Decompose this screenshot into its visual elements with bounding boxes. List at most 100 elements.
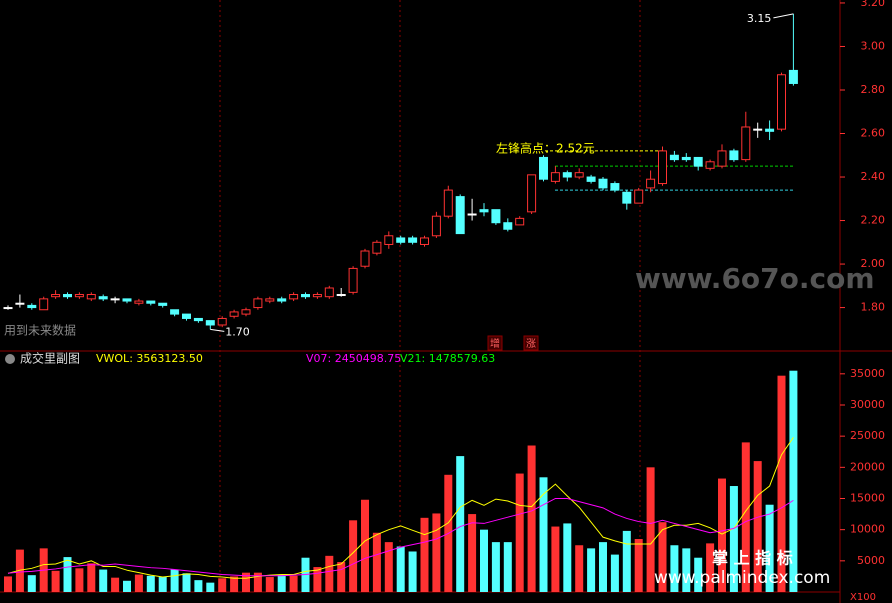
volume-bar xyxy=(170,569,179,592)
candle-body xyxy=(193,317,203,322)
panel-title: 成交里副图 xyxy=(20,351,80,366)
candle-body xyxy=(182,313,191,319)
candle-body xyxy=(74,294,84,298)
volume-bar xyxy=(313,567,322,592)
legend-entry: VWOL: 3563123.50 xyxy=(96,352,203,365)
candle-body xyxy=(110,298,120,301)
volume-bar xyxy=(575,545,584,592)
candle-body xyxy=(491,209,501,224)
volume-bar xyxy=(539,477,548,592)
candle-body xyxy=(598,178,608,189)
volume-bar xyxy=(75,568,84,592)
candle-body xyxy=(205,320,215,326)
volume-bar xyxy=(289,575,298,592)
volume-bar xyxy=(337,562,346,592)
collapse-icon[interactable] xyxy=(5,354,15,364)
volume-bar xyxy=(111,577,120,592)
volume-bar xyxy=(515,473,524,592)
y-tick-label: 30000 xyxy=(850,398,885,411)
unit-label: X100 xyxy=(850,592,876,603)
volume-bar xyxy=(694,557,703,592)
note: 用到未来数据 xyxy=(4,323,76,338)
candle-body xyxy=(610,183,620,191)
candle-body xyxy=(170,309,180,315)
volume-bar xyxy=(361,499,369,592)
candle-body xyxy=(3,307,13,310)
y-tick-label: 5000 xyxy=(857,554,885,567)
candle-body xyxy=(265,298,275,302)
candle-body xyxy=(408,237,418,243)
candle-body xyxy=(39,298,49,311)
candle-body xyxy=(646,178,656,189)
volume-bar xyxy=(63,557,72,592)
volume-bar xyxy=(408,551,417,592)
ma-line xyxy=(7,437,794,579)
candle-body xyxy=(717,150,727,167)
volume-bar xyxy=(753,461,762,592)
volume-bar xyxy=(491,542,500,592)
candle-body xyxy=(669,154,679,161)
candle-body xyxy=(241,309,251,315)
candle-body xyxy=(503,222,513,230)
candle-body xyxy=(324,287,334,298)
candle-body xyxy=(86,294,96,300)
volume-bar xyxy=(610,554,619,592)
candle-body xyxy=(312,294,322,298)
candle-body xyxy=(134,300,144,304)
volume-bar xyxy=(218,578,227,592)
volume-bar xyxy=(765,504,774,592)
volume-bar xyxy=(349,520,358,592)
candle-body xyxy=(217,317,227,326)
y-tick-label: 20000 xyxy=(850,460,885,473)
volume-bar xyxy=(480,529,488,592)
candle-body xyxy=(420,237,429,245)
volume-bar xyxy=(265,577,274,592)
badge-box xyxy=(487,335,503,351)
y-tick-label: 3.20 xyxy=(861,0,886,9)
volume-bar xyxy=(682,548,691,592)
volume-bar xyxy=(634,539,643,592)
y-tick-label: 2.40 xyxy=(861,170,886,183)
candle-body xyxy=(729,150,739,161)
volume-bar xyxy=(468,514,477,592)
volume-bar xyxy=(741,442,750,592)
volume-bar xyxy=(372,532,381,592)
volume-bar xyxy=(503,542,512,592)
y-tick-label: 2.60 xyxy=(861,127,886,140)
volume-bar xyxy=(206,582,215,592)
volume-bar xyxy=(718,478,726,592)
volume-bar xyxy=(194,580,203,592)
volume-bar xyxy=(51,570,60,592)
volume-bar xyxy=(4,576,12,592)
y-tick-label: 2.20 xyxy=(861,214,886,227)
volume-bar xyxy=(27,575,36,592)
candle-body xyxy=(372,241,382,254)
candle-body xyxy=(586,176,596,182)
y-tick-label: 3.00 xyxy=(861,39,886,52)
volume-bar xyxy=(325,555,334,592)
volume-bar xyxy=(777,375,786,592)
volume-bar xyxy=(384,542,393,592)
candle-body xyxy=(336,294,346,297)
candle-body xyxy=(301,294,310,298)
badge-box xyxy=(523,335,539,351)
y-tick-label: 25000 xyxy=(850,429,885,442)
candle-body xyxy=(384,235,394,245)
volume-bar xyxy=(432,513,441,592)
y-tick-label: 1.80 xyxy=(861,301,886,314)
legend-entry: V07: 2450498.75 xyxy=(306,352,401,365)
legend-entry: V21: 1478579.63 xyxy=(400,352,495,365)
candle-body xyxy=(98,296,108,300)
volume-bar xyxy=(729,486,738,592)
max-arrow xyxy=(773,13,794,19)
volume-bar xyxy=(527,445,536,592)
y-tick-label: 2.80 xyxy=(861,83,886,96)
volume-bar xyxy=(230,576,239,592)
volume-bar xyxy=(242,572,250,592)
candle-body xyxy=(765,128,775,132)
volume-bar xyxy=(99,569,108,592)
volume-bar xyxy=(15,549,24,592)
candle-body xyxy=(622,191,632,204)
candle-body xyxy=(467,213,477,216)
